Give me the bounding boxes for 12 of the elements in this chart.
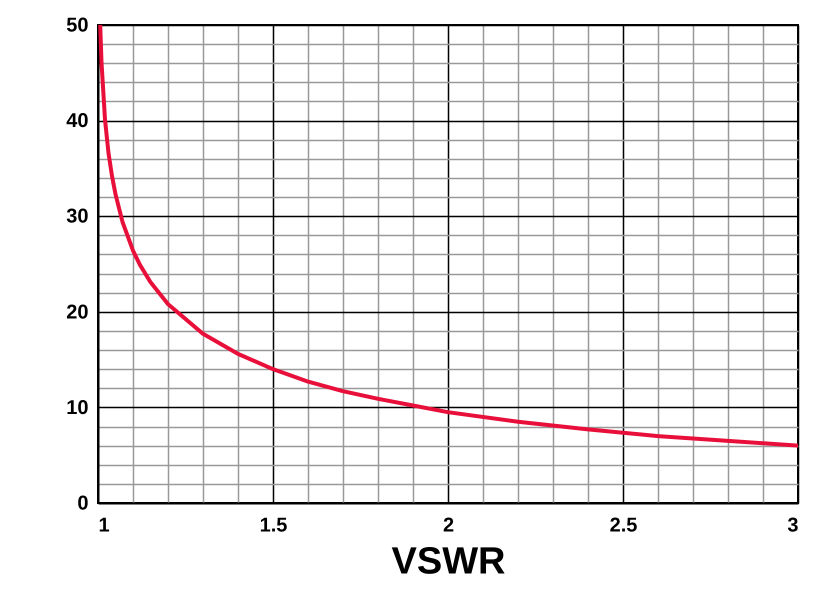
x-axis-title: VSWR (392, 540, 506, 582)
y-tick-label: 50 (66, 14, 88, 36)
x-tick-label: 2.5 (610, 514, 638, 536)
y-tick-label: 0 (77, 492, 88, 514)
x-tick-label: 3 (787, 514, 798, 536)
y-tick-label: 10 (66, 396, 88, 419)
x-tick-label: 1 (98, 514, 110, 536)
x-tick-label: 2 (442, 514, 454, 536)
y-tick-label: 30 (66, 206, 88, 228)
y-tick-label: 40 (66, 110, 88, 132)
x-tick-label: 1.5 (260, 514, 288, 536)
y-tick-label: 20 (66, 301, 88, 324)
